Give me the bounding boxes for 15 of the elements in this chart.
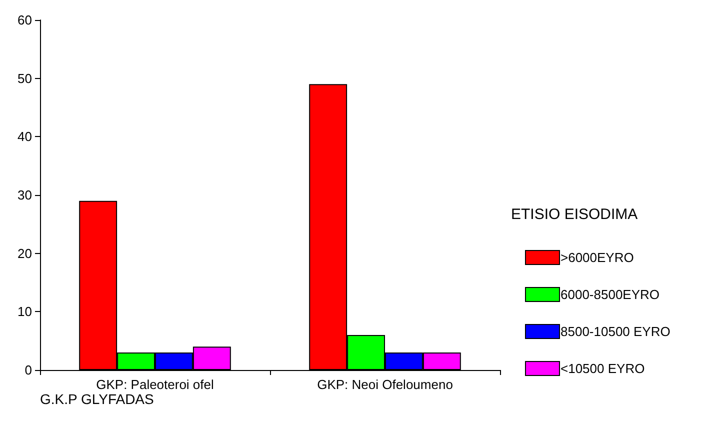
y-tick-label: 30 xyxy=(18,188,32,202)
legend-label: 6000-8500EYRO xyxy=(560,287,660,302)
y-tick-label: 20 xyxy=(18,246,32,261)
legend-label: >6000EYRO xyxy=(560,250,634,265)
y-tick-label: 10 xyxy=(18,304,32,320)
x-tick-label: GKP: Neoi Ofeloumeno xyxy=(317,377,453,392)
legend-title: ETISIO EISODIMA xyxy=(511,206,638,223)
y-tick-label: 60 xyxy=(18,12,32,28)
legend-label: <10500 EYRO xyxy=(560,361,645,376)
y-tick-label: 0 xyxy=(24,362,32,378)
y-tick-label: 50 xyxy=(18,70,32,86)
x-axis-title: G.K.P GLYFADAS xyxy=(40,391,154,407)
legend-label: 8500-10500 EYRO xyxy=(560,324,670,339)
y-tick-label: 40 xyxy=(18,129,32,144)
x-tick-label: GKP: Paleoteroi ofel xyxy=(96,377,214,392)
